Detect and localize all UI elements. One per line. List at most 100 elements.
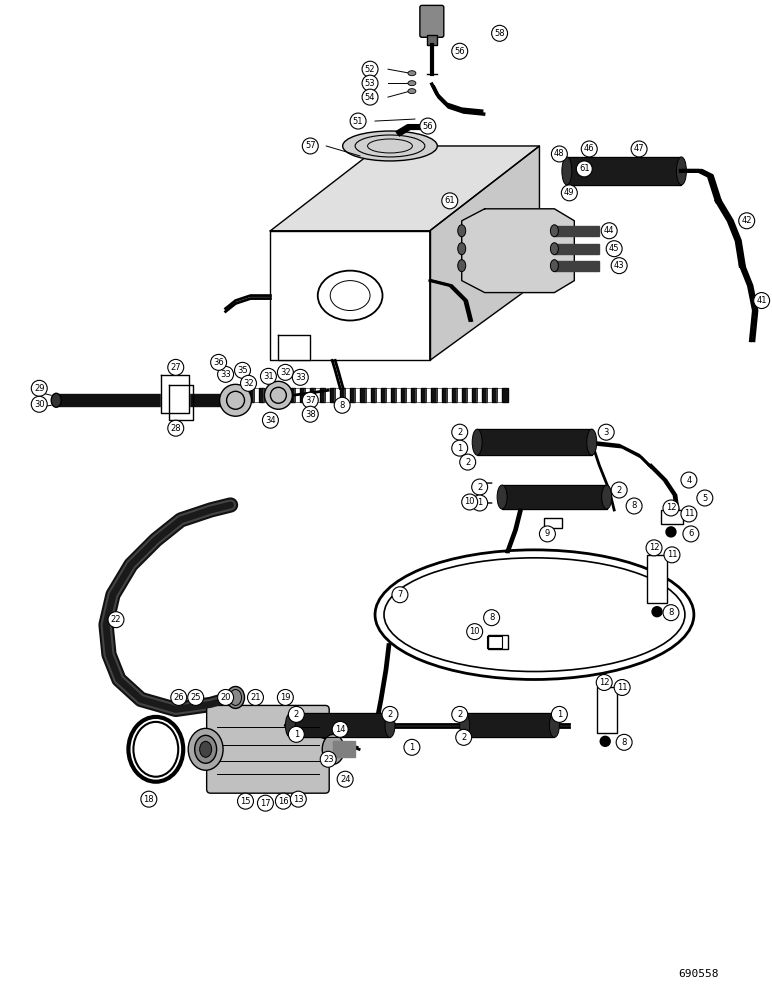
Bar	[647, 555, 667, 603]
Text: 2: 2	[388, 710, 393, 719]
Polygon shape	[294, 388, 300, 402]
Ellipse shape	[286, 713, 296, 737]
Text: 8: 8	[621, 738, 627, 747]
Text: 16: 16	[278, 797, 289, 806]
Polygon shape	[442, 388, 447, 402]
Circle shape	[551, 706, 567, 722]
Text: 26: 26	[174, 693, 184, 702]
Circle shape	[260, 368, 276, 384]
Bar	[488, 635, 507, 649]
Circle shape	[32, 380, 47, 396]
Text: 7: 7	[398, 590, 403, 599]
Polygon shape	[239, 388, 244, 402]
Ellipse shape	[550, 713, 560, 737]
Polygon shape	[422, 388, 426, 402]
Circle shape	[631, 141, 647, 157]
Text: 10: 10	[465, 497, 475, 506]
Ellipse shape	[322, 734, 344, 764]
Text: 11: 11	[667, 550, 677, 559]
Circle shape	[666, 527, 676, 537]
Circle shape	[611, 258, 627, 274]
Text: 14: 14	[335, 725, 345, 734]
Bar	[598, 687, 617, 733]
Polygon shape	[315, 388, 320, 402]
Polygon shape	[270, 231, 430, 360]
Text: 41: 41	[757, 296, 767, 305]
Text: 36: 36	[213, 358, 224, 367]
Text: 61: 61	[579, 164, 590, 173]
Polygon shape	[290, 388, 294, 402]
Text: 58: 58	[494, 29, 505, 38]
Ellipse shape	[550, 243, 558, 255]
Circle shape	[289, 726, 304, 742]
Text: 2: 2	[293, 710, 299, 719]
Polygon shape	[472, 388, 477, 402]
Text: 11: 11	[617, 683, 628, 692]
Text: 44: 44	[604, 226, 615, 235]
Polygon shape	[401, 388, 406, 402]
Text: 6: 6	[688, 529, 693, 538]
Polygon shape	[365, 388, 371, 402]
Text: 27: 27	[171, 363, 181, 372]
Text: 56: 56	[422, 122, 433, 131]
Circle shape	[362, 89, 378, 105]
FancyBboxPatch shape	[420, 5, 444, 37]
FancyBboxPatch shape	[207, 705, 329, 793]
Text: 35: 35	[237, 366, 248, 375]
Text: 23: 23	[323, 755, 334, 764]
Ellipse shape	[265, 381, 293, 409]
Circle shape	[235, 362, 250, 378]
Ellipse shape	[460, 713, 469, 737]
Circle shape	[362, 75, 378, 91]
Circle shape	[241, 375, 256, 391]
Text: 38: 38	[305, 410, 316, 419]
Polygon shape	[244, 388, 249, 402]
Polygon shape	[325, 388, 330, 402]
Ellipse shape	[601, 485, 611, 509]
Circle shape	[452, 440, 468, 456]
Polygon shape	[340, 388, 345, 402]
Polygon shape	[554, 226, 599, 236]
Circle shape	[626, 498, 642, 514]
Polygon shape	[334, 741, 355, 757]
Ellipse shape	[408, 81, 416, 86]
Text: 45: 45	[609, 244, 619, 253]
Polygon shape	[447, 388, 452, 402]
Circle shape	[615, 680, 630, 695]
Polygon shape	[300, 388, 305, 402]
Circle shape	[404, 739, 420, 755]
Polygon shape	[284, 388, 290, 402]
Polygon shape	[305, 388, 310, 402]
Text: 57: 57	[305, 141, 316, 150]
Circle shape	[350, 113, 366, 129]
Circle shape	[467, 624, 482, 640]
Text: 2: 2	[465, 458, 470, 467]
Polygon shape	[330, 388, 335, 402]
Polygon shape	[436, 388, 442, 402]
Polygon shape	[290, 713, 390, 737]
Circle shape	[32, 396, 47, 412]
Polygon shape	[567, 157, 682, 185]
Circle shape	[362, 61, 378, 77]
Polygon shape	[56, 394, 231, 406]
Polygon shape	[335, 388, 340, 402]
Text: 43: 43	[614, 261, 625, 270]
Polygon shape	[355, 388, 361, 402]
Text: 2: 2	[457, 710, 462, 719]
Ellipse shape	[408, 89, 416, 94]
Polygon shape	[503, 388, 507, 402]
Text: 13: 13	[293, 795, 303, 804]
Text: 52: 52	[365, 65, 375, 74]
Circle shape	[483, 610, 499, 626]
Text: 17: 17	[260, 799, 271, 808]
Polygon shape	[376, 388, 381, 402]
Ellipse shape	[200, 741, 212, 757]
Circle shape	[540, 526, 555, 542]
Polygon shape	[269, 388, 274, 402]
Circle shape	[188, 689, 204, 705]
Polygon shape	[467, 388, 472, 402]
Text: 34: 34	[265, 416, 276, 425]
Polygon shape	[462, 209, 574, 293]
Polygon shape	[249, 388, 254, 402]
Circle shape	[753, 293, 770, 309]
